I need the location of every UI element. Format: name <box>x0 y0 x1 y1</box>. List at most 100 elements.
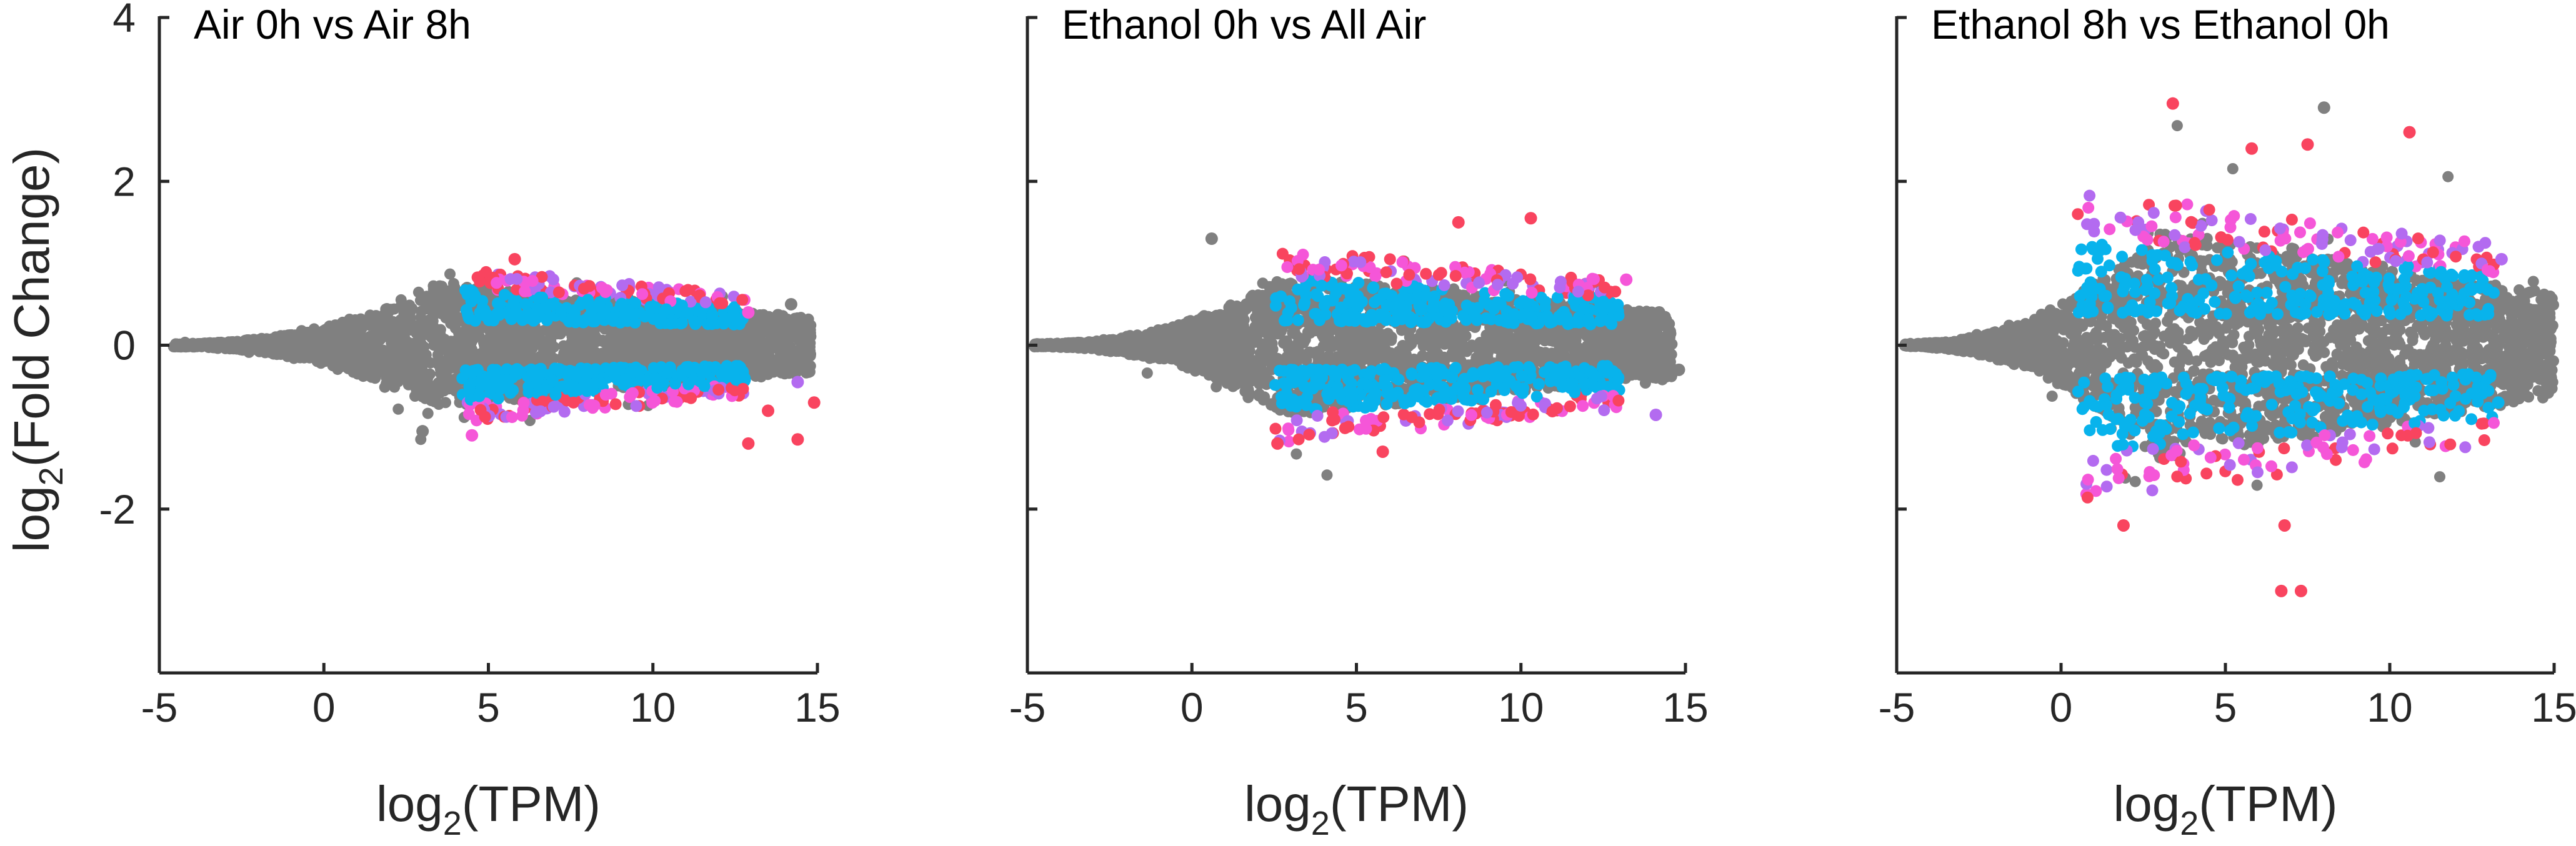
highlight-point <box>465 366 477 379</box>
gene-point <box>734 349 746 361</box>
x-axis-title-rest: (TPM) <box>462 776 601 832</box>
highlight-point <box>474 276 486 287</box>
highlight-point <box>706 309 719 321</box>
y-axis-title-sub: 2 <box>32 467 70 485</box>
highlight-point <box>526 365 539 377</box>
highlight-point <box>519 298 532 311</box>
gene-point <box>413 344 425 356</box>
gene-point <box>416 391 428 402</box>
gene-point <box>422 407 434 419</box>
highlight-point <box>460 304 472 316</box>
highlight-point <box>636 288 649 301</box>
highlight-point <box>516 409 528 422</box>
gene-point <box>301 327 312 339</box>
outlier-point <box>791 376 804 389</box>
gene-point <box>224 338 236 350</box>
gene-point <box>665 349 677 361</box>
highlight-point <box>697 366 710 378</box>
highlight-point <box>578 377 591 389</box>
gene-point <box>397 319 409 331</box>
gene-point <box>489 344 501 356</box>
gene-point <box>435 342 447 354</box>
gene-point <box>539 338 551 350</box>
gene-point <box>352 368 364 380</box>
highlight-point <box>664 361 676 374</box>
gene-point <box>385 304 397 316</box>
highlight-point <box>729 361 742 373</box>
y-axis-title-rest: (Fold Change) <box>4 147 59 467</box>
highlight-point <box>674 317 687 330</box>
highlight-point <box>487 364 499 376</box>
highlight-point <box>717 316 729 329</box>
highlight-point <box>589 363 602 376</box>
gene-point <box>197 339 209 351</box>
gene-point <box>301 341 313 352</box>
highlight-point <box>567 396 580 409</box>
highlight-point <box>491 277 503 289</box>
gene-point <box>751 334 763 346</box>
highlight-point <box>511 273 523 285</box>
highlight-point <box>474 404 487 416</box>
gene-point <box>789 312 801 324</box>
gene-point <box>646 341 658 353</box>
highlight-point <box>737 382 749 395</box>
x-axis-title-sub: 2 <box>443 805 462 842</box>
gene-point <box>699 347 711 359</box>
gene-point <box>438 385 450 397</box>
highlight-point <box>541 314 553 326</box>
x-axis-title-base: log <box>376 776 443 832</box>
x-tick-label: 5 <box>477 684 500 730</box>
gene-point <box>236 338 248 350</box>
highlight-point <box>647 362 660 374</box>
outlier-point <box>791 433 804 446</box>
outlier-point <box>466 429 479 442</box>
gene-point <box>392 403 404 415</box>
gene-point <box>184 338 196 350</box>
gene-point <box>401 301 413 312</box>
highlight-point <box>549 389 562 401</box>
highlight-point <box>619 373 631 386</box>
highlight-point <box>519 311 531 324</box>
gene-point <box>424 357 436 369</box>
highlight-point <box>476 379 489 392</box>
highlight-point <box>596 377 608 390</box>
gene-point <box>344 334 356 346</box>
outlier-point <box>416 425 429 438</box>
gene-point <box>784 340 796 351</box>
x-axis-title: log2(TPM) <box>376 776 601 842</box>
highlight-point <box>626 387 639 399</box>
highlight-point <box>552 286 565 299</box>
gene-point <box>1141 367 1153 379</box>
gene-point <box>434 327 446 339</box>
gene-point <box>378 366 390 377</box>
highlight-point <box>578 297 591 309</box>
gene-point <box>447 277 459 289</box>
gene-point <box>483 333 495 345</box>
gene-point <box>731 338 742 350</box>
panel-title: Air 0h vs Air 8h <box>194 1 471 47</box>
gene-point <box>790 324 802 336</box>
gene-point <box>436 308 447 320</box>
highlight-point <box>736 294 749 306</box>
highlight-point <box>504 387 517 399</box>
gene-point <box>682 345 694 357</box>
highlight-point <box>630 400 642 412</box>
y-tick-label: -2 <box>99 486 136 532</box>
highlight-point <box>563 316 576 328</box>
gene-point <box>370 329 382 341</box>
gene-point <box>433 399 445 410</box>
gene-point <box>417 292 429 304</box>
highlight-point <box>531 305 544 317</box>
highlight-point <box>519 285 531 297</box>
outlier-point <box>762 404 775 417</box>
highlight-point <box>712 384 725 396</box>
highlight-point <box>605 387 617 400</box>
outlier-point <box>807 396 821 409</box>
highlight-point <box>583 280 596 292</box>
highlight-point <box>609 398 622 411</box>
gene-point <box>561 347 572 359</box>
gene-point <box>801 322 813 334</box>
gene-point <box>434 356 446 367</box>
